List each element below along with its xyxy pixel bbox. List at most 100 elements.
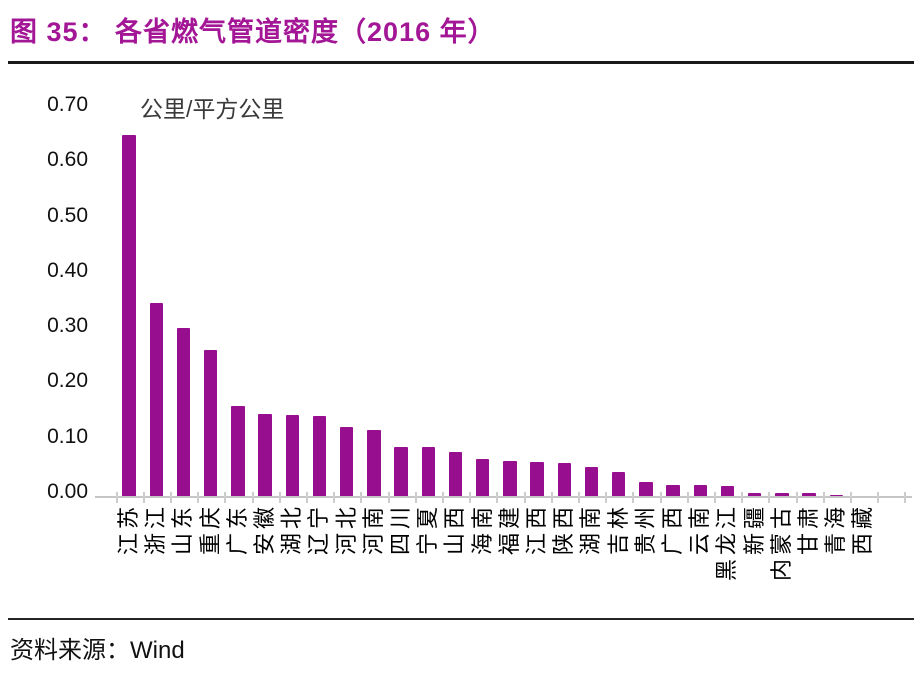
x-axis-label: 辽宁 xyxy=(306,503,332,603)
x-axis-label-text: 福建 xyxy=(496,503,522,556)
bar xyxy=(475,459,490,497)
y-axis-label: 0.20 xyxy=(47,369,88,393)
x-axis-label: 江西 xyxy=(524,503,550,603)
axis-tick xyxy=(197,492,200,503)
source-divider xyxy=(8,618,914,620)
bar xyxy=(285,415,299,497)
x-axis-label-text: 山西 xyxy=(442,503,468,556)
bar xyxy=(312,416,327,497)
x-axis-label-text: 新疆 xyxy=(741,503,767,556)
x-axis-label: 海南 xyxy=(469,503,495,603)
axis-tick xyxy=(849,492,852,503)
bar xyxy=(802,493,816,497)
x-axis-label-text: 吉林 xyxy=(605,503,631,556)
y-axis-label: 0.30 xyxy=(47,314,88,338)
x-axis-label: 湖南 xyxy=(578,503,603,603)
axis-tick xyxy=(441,492,444,503)
x-axis-label-text: 山东 xyxy=(170,503,196,556)
x-axis-label: 青海 xyxy=(823,503,849,603)
axis-tick xyxy=(904,492,907,503)
x-axis-label-text: 黑龙江 xyxy=(714,503,740,582)
axis-tick xyxy=(142,492,145,503)
x-axis-label-text: 海南 xyxy=(469,503,495,556)
bar xyxy=(666,485,680,497)
x-axis-label-text: 辽宁 xyxy=(306,503,332,556)
x-axis-label-text: 陕西 xyxy=(551,503,577,556)
axis-tick xyxy=(360,492,363,503)
x-axis-label: 西藏 xyxy=(850,503,876,603)
axis-tick xyxy=(496,492,499,503)
bar xyxy=(231,406,245,497)
bar xyxy=(448,452,463,497)
bar xyxy=(394,447,408,497)
bar xyxy=(176,328,191,497)
y-axis-unit-label: 公里/平方公里 xyxy=(140,96,285,122)
axis-tick xyxy=(333,492,336,503)
axis-tick xyxy=(550,492,553,503)
x-axis-label: 吉林 xyxy=(605,503,631,603)
x-axis-label-text: 青海 xyxy=(823,503,849,556)
y-axis-label: 0.10 xyxy=(47,424,88,448)
axis-tick xyxy=(387,492,390,503)
axis-tick xyxy=(523,492,526,503)
x-axis-label: 江苏 xyxy=(116,503,141,603)
x-axis-label: 安徽 xyxy=(252,503,277,603)
x-axis-label: 福建 xyxy=(496,503,522,603)
x-axis-label: 湖北 xyxy=(279,503,304,603)
x-axis-label: 山西 xyxy=(442,503,468,603)
axis-tick xyxy=(278,492,281,503)
y-axis-label: 0.60 xyxy=(47,148,88,172)
bar xyxy=(503,461,517,497)
axis-tick xyxy=(822,492,825,503)
x-axis-label: 贵州 xyxy=(632,503,658,603)
x-axis-label-text: 宁夏 xyxy=(415,503,441,556)
x-axis-label: 新疆 xyxy=(741,503,767,603)
axis-tick xyxy=(768,492,771,503)
x-axis-label: 山东 xyxy=(170,503,196,603)
bar xyxy=(693,485,707,497)
axis-tick xyxy=(632,492,635,503)
x-axis-label: 河南 xyxy=(360,503,386,603)
bar xyxy=(639,482,653,497)
x-axis-label-text: 内蒙古 xyxy=(768,503,794,582)
x-axis-label: 甘肃 xyxy=(796,503,821,603)
bar xyxy=(258,414,272,497)
x-axis-label-text: 西藏 xyxy=(850,503,876,556)
axis-tick xyxy=(169,492,172,503)
axis-tick xyxy=(605,492,608,503)
axis-tick xyxy=(741,492,744,503)
bar xyxy=(720,486,735,497)
axis-tick xyxy=(795,492,798,503)
bar xyxy=(584,467,599,497)
axis-tick xyxy=(686,492,689,503)
bar xyxy=(775,493,789,497)
axis-tick xyxy=(659,492,662,503)
x-axis-label: 浙江 xyxy=(143,503,169,603)
x-axis-line xyxy=(95,496,912,498)
axis-tick xyxy=(251,492,254,503)
bar xyxy=(149,303,163,497)
axis-tick xyxy=(713,492,716,503)
x-axis-label-text: 浙江 xyxy=(143,503,169,556)
x-axis-label-text: 河北 xyxy=(333,503,359,556)
bar xyxy=(530,462,544,497)
x-axis-label-text: 贵州 xyxy=(632,503,658,556)
x-axis-label: 内蒙古 xyxy=(768,503,794,603)
x-axis-label: 河北 xyxy=(333,503,359,603)
x-axis-label-text: 重庆 xyxy=(197,503,223,556)
x-axis-label-text: 广东 xyxy=(224,503,250,556)
x-axis-label: 云南 xyxy=(687,503,712,603)
bar xyxy=(339,427,354,497)
bar xyxy=(122,135,136,497)
axis-tick xyxy=(115,492,118,503)
y-axis-label: 0.70 xyxy=(47,92,88,116)
x-axis-label-text: 江西 xyxy=(524,503,550,556)
axis-tick xyxy=(877,492,880,503)
axis-tick xyxy=(305,492,308,503)
axis-tick xyxy=(414,492,417,503)
x-axis-label: 黑龙江 xyxy=(714,503,740,603)
axis-tick xyxy=(224,492,227,503)
bar xyxy=(421,447,435,497)
x-axis-label-text: 河南 xyxy=(360,503,386,556)
